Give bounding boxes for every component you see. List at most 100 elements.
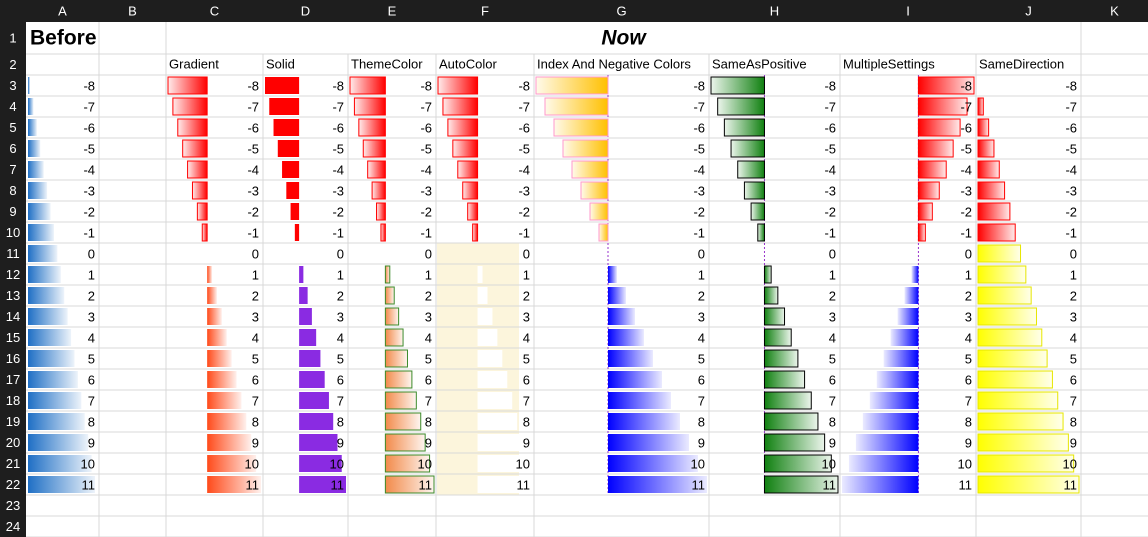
data-bar: [457, 160, 479, 179]
cell-value: 3: [829, 309, 836, 324]
cell-value: 2: [88, 288, 95, 303]
cell-value: -5: [332, 141, 344, 156]
data-bar: [977, 265, 1027, 284]
cell-value: 7: [425, 393, 432, 408]
data-bar: [187, 160, 208, 179]
cell-value: 7: [88, 393, 95, 408]
cell-value: -1: [83, 225, 95, 240]
row-header: 12: [6, 267, 20, 282]
data-bar: [269, 98, 300, 115]
cell-value: 5: [1070, 351, 1077, 366]
data-bar: [358, 118, 386, 137]
row-header: 10: [6, 225, 20, 240]
data-bar: [207, 350, 232, 367]
cell-value: 8: [252, 414, 259, 429]
before-title: Before: [30, 27, 97, 50]
data-bar: [763, 286, 779, 305]
data-bar: [977, 202, 1011, 221]
cell-value: 3: [425, 309, 432, 324]
cell-value: 9: [523, 435, 530, 450]
cell-value: 1: [252, 267, 259, 282]
data-bar: [28, 245, 58, 262]
cell-value: 4: [829, 330, 836, 345]
data-bar: [384, 370, 413, 389]
row-header: 20: [6, 435, 20, 450]
row-header: 15: [6, 330, 20, 345]
data-bar: [883, 350, 919, 367]
cell-value: 8: [425, 414, 432, 429]
data-bar: [608, 329, 644, 346]
cell-value: 2: [252, 288, 259, 303]
cell-value: -5: [693, 141, 705, 156]
cell-value: 8: [337, 414, 344, 429]
cell-value: 6: [829, 372, 836, 387]
cell-value: -4: [247, 162, 259, 177]
row-header: 8: [9, 183, 16, 198]
cell-value: -3: [824, 183, 836, 198]
data-bar: [28, 476, 95, 493]
cell-value: -3: [518, 183, 530, 198]
data-bar: [763, 307, 786, 326]
data-bar: [562, 139, 609, 158]
data-bar: [730, 139, 765, 158]
data-bar: [437, 76, 479, 95]
cell-value: 3: [337, 309, 344, 324]
cell-value: -6: [824, 120, 836, 135]
column-header: A: [58, 3, 67, 18]
row-header-bar: [0, 0, 26, 537]
data-bar: [28, 455, 92, 472]
cell-value: 6: [88, 372, 95, 387]
data-bar: [299, 287, 308, 304]
data-bar: [207, 434, 252, 451]
cell-value: 5: [88, 351, 95, 366]
cell-value: -1: [247, 225, 259, 240]
data-bar: [571, 160, 609, 179]
cell-value: -8: [1065, 78, 1077, 93]
data-bar: [28, 350, 75, 367]
column-title: AutoColor: [439, 56, 497, 71]
data-bar: [608, 371, 662, 388]
column-header: H: [770, 3, 779, 18]
data-bar: [763, 433, 826, 452]
cell-value: 4: [523, 330, 530, 345]
cell-value: 10: [958, 456, 972, 471]
cell-value: -7: [824, 99, 836, 114]
data-bar: [917, 97, 968, 116]
data-bar: [977, 349, 1048, 368]
cell-value: 6: [698, 372, 705, 387]
cell-value: 7: [698, 393, 705, 408]
data-bar: [28, 224, 54, 241]
data-bar: [862, 413, 919, 430]
data-bar: [553, 118, 609, 137]
cell-value: 1: [965, 267, 972, 282]
cell-value: -5: [518, 141, 530, 156]
data-bar: [172, 97, 208, 116]
cell-value: 6: [252, 372, 259, 387]
data-bar: [917, 223, 926, 242]
row-header: 5: [9, 120, 16, 135]
data-bar: [299, 308, 312, 325]
cell-value: 9: [1070, 435, 1077, 450]
cell-value: 11: [1064, 477, 1078, 492]
column-header-bar: [0, 0, 1148, 22]
data-bar: [608, 392, 671, 409]
cell-value: 10: [822, 456, 836, 471]
cell-value: 9: [337, 435, 344, 450]
data-bar: [28, 371, 78, 388]
cell-value: 5: [829, 351, 836, 366]
cell-value: 10: [245, 456, 259, 471]
data-bar: [763, 412, 819, 431]
data-bar: [723, 118, 765, 137]
data-bar: [763, 370, 806, 389]
cell-value: 5: [337, 351, 344, 366]
cell-value: -8: [332, 78, 344, 93]
cell-value: -1: [1065, 225, 1077, 240]
cell-value: -8: [693, 78, 705, 93]
data-bar: [608, 434, 689, 451]
data-bar: [384, 328, 404, 347]
cell-value: 8: [88, 414, 95, 429]
cell-value: -6: [693, 120, 705, 135]
data-bar: [890, 329, 919, 346]
cell-value: 10: [1063, 456, 1077, 471]
data-bar: [608, 476, 707, 493]
